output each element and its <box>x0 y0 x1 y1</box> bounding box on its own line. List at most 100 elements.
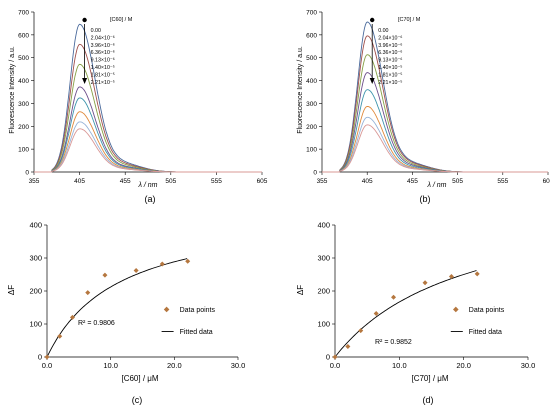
legend-label-fit: Fitted data <box>180 329 213 336</box>
data-point-1 <box>44 354 50 360</box>
x-tick-label: 20.0 <box>167 361 182 370</box>
legend-entry-6: 1.40×10⁻⁵ <box>378 65 402 71</box>
y-tick-label: 300 <box>18 101 29 108</box>
data-point-3 <box>358 328 364 334</box>
y-tick-label: 300 <box>306 101 317 108</box>
data-point-4 <box>85 290 91 296</box>
y-tick-label: 100 <box>317 320 330 329</box>
x-tick-label: 0.0 <box>42 361 52 370</box>
y-tick-label: 100 <box>306 147 317 154</box>
y-tick-label: 200 <box>306 124 317 131</box>
legend-entry-5: 9.13×10⁻⁶ <box>91 58 115 64</box>
panel-caption: (a) <box>145 194 156 204</box>
data-point-5 <box>102 272 108 278</box>
panel-caption: (c) <box>132 395 143 405</box>
series-line-2 <box>34 43 262 173</box>
data-point-6 <box>133 268 139 274</box>
y-tick-label: 400 <box>306 78 317 85</box>
series-line-8 <box>322 124 548 173</box>
legend-marker <box>370 17 375 23</box>
y-tick-label: 300 <box>29 254 42 263</box>
legend-entry-8: 2.21×10⁻⁵ <box>91 80 115 86</box>
legend-arrow-head <box>369 78 375 84</box>
x-tick-label: 555 <box>211 178 222 185</box>
legend-entry-7: 1.81×10⁻⁵ <box>378 72 402 78</box>
x-tick-label: 605 <box>257 178 268 185</box>
data-point-2 <box>345 343 351 349</box>
legend-entry-3: 3.96×10⁻⁶ <box>378 43 402 49</box>
legend-label-points: Data points <box>469 307 505 314</box>
data-point-1 <box>332 354 338 360</box>
legend-marker <box>82 17 87 23</box>
x-axis-label: [C70] / μM <box>411 374 448 383</box>
data-point-7 <box>448 273 454 279</box>
legend-entry-1: 0.00 <box>91 28 101 34</box>
series-line-3 <box>34 63 262 173</box>
x-tick-label: 0.0 <box>330 361 340 370</box>
y-tick-label: 600 <box>18 32 29 39</box>
fit-annotation: R² = 0.9806 <box>78 320 115 327</box>
x-tick-label: 30.0 <box>521 361 536 370</box>
binding-fit-chart-c: ΔF [C60] / μM R² = 0.9806 (c) 0.0 10.0 20.… <box>7 221 245 406</box>
y-tick-label: 400 <box>29 221 42 230</box>
y-axis-label: Fluorescence Intensity / a.u. <box>297 46 304 134</box>
y-tick-label: 400 <box>18 78 29 85</box>
legend-marker-points <box>453 306 459 313</box>
series-line-2 <box>322 35 548 173</box>
x-tick-label: 455 <box>407 178 418 185</box>
x-axis-label: [C60] / μM <box>121 374 158 383</box>
data-point-6 <box>422 280 428 286</box>
data-point-5 <box>391 294 397 300</box>
legend-label-fit: Fitted data <box>469 329 502 336</box>
legend-entry-6: 1.40×10⁻⁵ <box>91 65 115 71</box>
y-tick-label: 0 <box>25 170 29 177</box>
y-tick-label: 0 <box>313 170 317 177</box>
y-tick-label: 100 <box>18 147 29 154</box>
legend-title: [C70] / M <box>398 17 421 23</box>
fitted-curve <box>334 270 477 358</box>
y-axis-label: ΔF <box>7 285 16 295</box>
data-point-4 <box>373 310 379 316</box>
x-tick-label: 355 <box>317 178 328 185</box>
y-tick-label: 500 <box>306 55 317 62</box>
x-tick-label: 505 <box>452 178 463 185</box>
legend-entry-4: 6.36×10⁻⁶ <box>91 50 115 56</box>
x-tick-label: 20.0 <box>456 361 471 370</box>
x-tick-label: 405 <box>362 178 373 185</box>
y-tick-label: 300 <box>317 254 330 263</box>
legend-label-points: Data points <box>180 307 216 314</box>
y-tick-label: 0 <box>38 353 42 362</box>
legend-title: [C60] / M <box>110 17 133 23</box>
data-point-8 <box>474 271 480 277</box>
legend-arrow-head <box>82 78 88 84</box>
y-tick-label: 400 <box>317 221 330 230</box>
y-tick-label: 500 <box>18 55 29 62</box>
spectrum-chart-b: Fluorescence Intensity / a.u. λ / nm [C7… <box>297 10 550 205</box>
x-tick-label: 10.0 <box>103 361 118 370</box>
data-point-2 <box>57 333 63 339</box>
series-line-3 <box>322 54 548 173</box>
y-tick-label: 200 <box>317 287 330 296</box>
y-tick-label: 100 <box>29 320 42 329</box>
panel-caption: (b) <box>420 194 431 204</box>
x-tick-label: 505 <box>165 178 176 185</box>
y-tick-label: 700 <box>306 10 317 17</box>
legend-entry-8: 2.21×10⁻⁵ <box>378 80 402 86</box>
y-axis-label: Fluorescence Intensity / a.u. <box>9 46 16 134</box>
y-tick-label: 700 <box>18 10 29 17</box>
data-point-3 <box>69 314 75 320</box>
data-point-7 <box>159 261 165 267</box>
series-line-8 <box>34 128 262 173</box>
x-axis-label: λ / nm <box>426 182 446 189</box>
x-tick-label: 30.0 <box>231 361 246 370</box>
y-axis-label: ΔF <box>296 285 305 295</box>
legend-marker-points <box>163 306 170 313</box>
y-tick-label: 200 <box>29 287 42 296</box>
y-tick-label: 200 <box>18 124 29 131</box>
panel-caption: (d) <box>423 395 434 405</box>
legend-entry-4: 6.36×10⁻⁶ <box>378 50 402 56</box>
legend-entry-7: 1.81×10⁻⁵ <box>91 72 115 78</box>
y-tick-label: 600 <box>306 32 317 39</box>
x-tick-label: 455 <box>120 178 131 185</box>
